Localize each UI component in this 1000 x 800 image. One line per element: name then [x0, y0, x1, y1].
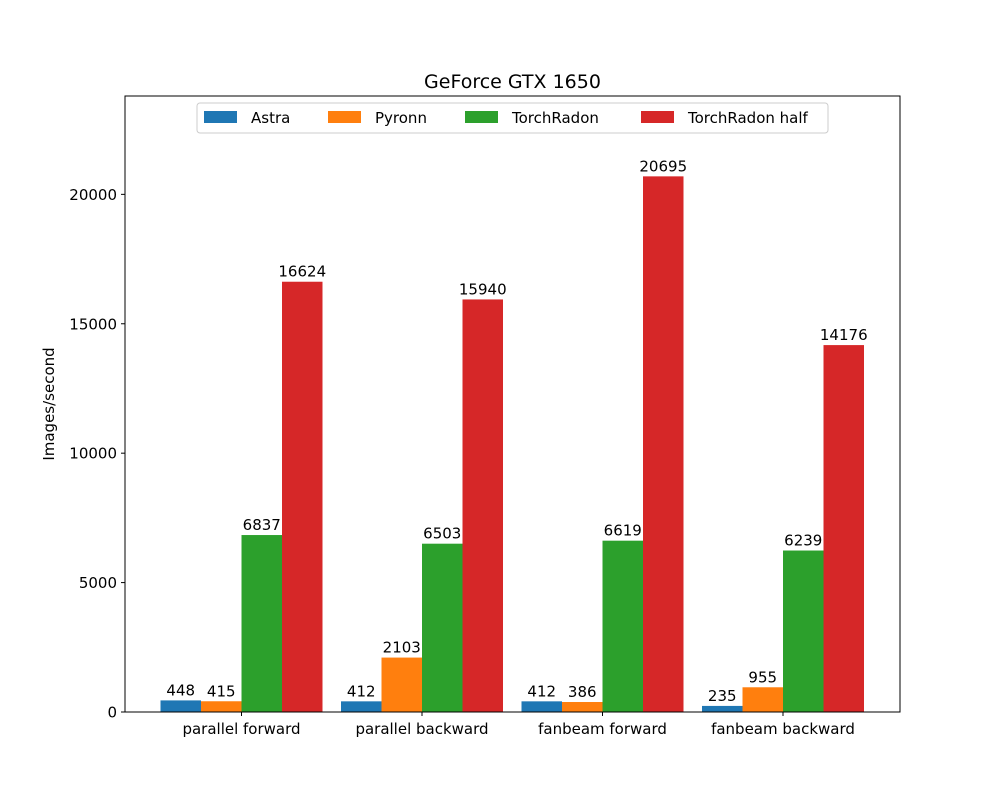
- bar-value-label: 412: [527, 682, 556, 700]
- bar-torchradon-fanbeam-backward: [783, 550, 824, 712]
- y-tick-label: 0: [107, 704, 117, 722]
- bar-torchradon-half-parallel-forward: [282, 281, 323, 712]
- legend-box: [196, 102, 829, 134]
- bar-torchradon-half-parallel-backward: [462, 299, 503, 712]
- y-axis-label: Images/second: [40, 347, 58, 460]
- bar-value-label: 955: [748, 668, 777, 686]
- bar-pyronn-fanbeam-forward: [562, 702, 603, 712]
- y-axis-ticks: 0 5000 10000 15000 20000: [69, 186, 125, 722]
- bar-torchradon-half-fanbeam-backward: [823, 345, 864, 712]
- bar-astra-fanbeam-backward: [702, 705, 743, 712]
- y-tick-label: 20000: [69, 186, 117, 204]
- chart-title: GeForce GTX 1650: [424, 71, 601, 93]
- bar-torchradon-parallel-forward: [241, 535, 282, 712]
- x-tick-label: parallel backward: [355, 720, 488, 738]
- bars-layer: [160, 176, 864, 713]
- x-tick-label: parallel forward: [182, 720, 300, 738]
- legend-label-torchradon: TorchRadon: [511, 109, 599, 127]
- bar-astra-fanbeam-forward: [521, 701, 562, 712]
- bar-torchradon-half-fanbeam-forward: [643, 176, 684, 713]
- bar-astra-parallel-forward: [160, 700, 201, 712]
- bar-value-label: 415: [207, 682, 236, 700]
- bar-value-label: 6837: [243, 516, 281, 534]
- bar-pyronn-fanbeam-backward: [742, 687, 783, 712]
- bar-value-label: 16624: [278, 263, 326, 281]
- y-tick-label: 15000: [69, 315, 117, 333]
- bar-value-label: 412: [347, 682, 376, 700]
- legend-swatch-pyronn: [328, 111, 361, 123]
- x-tick-label: fanbeam backward: [711, 720, 855, 738]
- legend-swatch-astra: [204, 111, 237, 123]
- legend-label-astra: Astra: [251, 109, 290, 127]
- plot-area-frame: [124, 95, 901, 713]
- bar-torchradon-parallel-backward: [422, 543, 463, 712]
- bar-value-label: 14176: [820, 326, 868, 344]
- y-tick-label: 10000: [69, 445, 117, 463]
- legend-swatch-torchradon: [465, 111, 498, 123]
- bar-labels-layer: 448 415 6837 16624 412 2103 6503 15940 412 386 661…: [166, 157, 867, 705]
- bar-value-label: 6503: [423, 525, 461, 543]
- bar-torchradon-fanbeam-forward: [602, 540, 643, 712]
- bar-value-label: 6619: [604, 522, 642, 540]
- bar-value-label: 6239: [784, 532, 822, 550]
- bar-value-label: 20695: [639, 157, 687, 175]
- legend-swatch-torchradon-half: [641, 111, 674, 123]
- bar-value-label: 235: [708, 687, 737, 705]
- legend-label-pyronn: Pyronn: [375, 109, 427, 127]
- y-tick-label: 5000: [79, 574, 117, 592]
- legend-label-torchradon-half: TorchRadon half: [687, 109, 809, 127]
- legend: Astra Pyronn TorchRadon TorchRadon half: [196, 102, 829, 134]
- x-axis-ticks: parallel forward parallel backward fanbeam…: [182, 712, 855, 738]
- x-tick-label: fanbeam forward: [538, 720, 667, 738]
- bar-value-label: 386: [568, 683, 597, 701]
- bar-pyronn-parallel-backward: [381, 657, 422, 712]
- bar-astra-parallel-backward: [341, 701, 382, 712]
- bar-value-label: 2103: [383, 639, 421, 657]
- bar-value-label: 15940: [459, 280, 507, 298]
- bar-value-label: 448: [166, 681, 195, 699]
- bar-pyronn-parallel-forward: [201, 701, 242, 712]
